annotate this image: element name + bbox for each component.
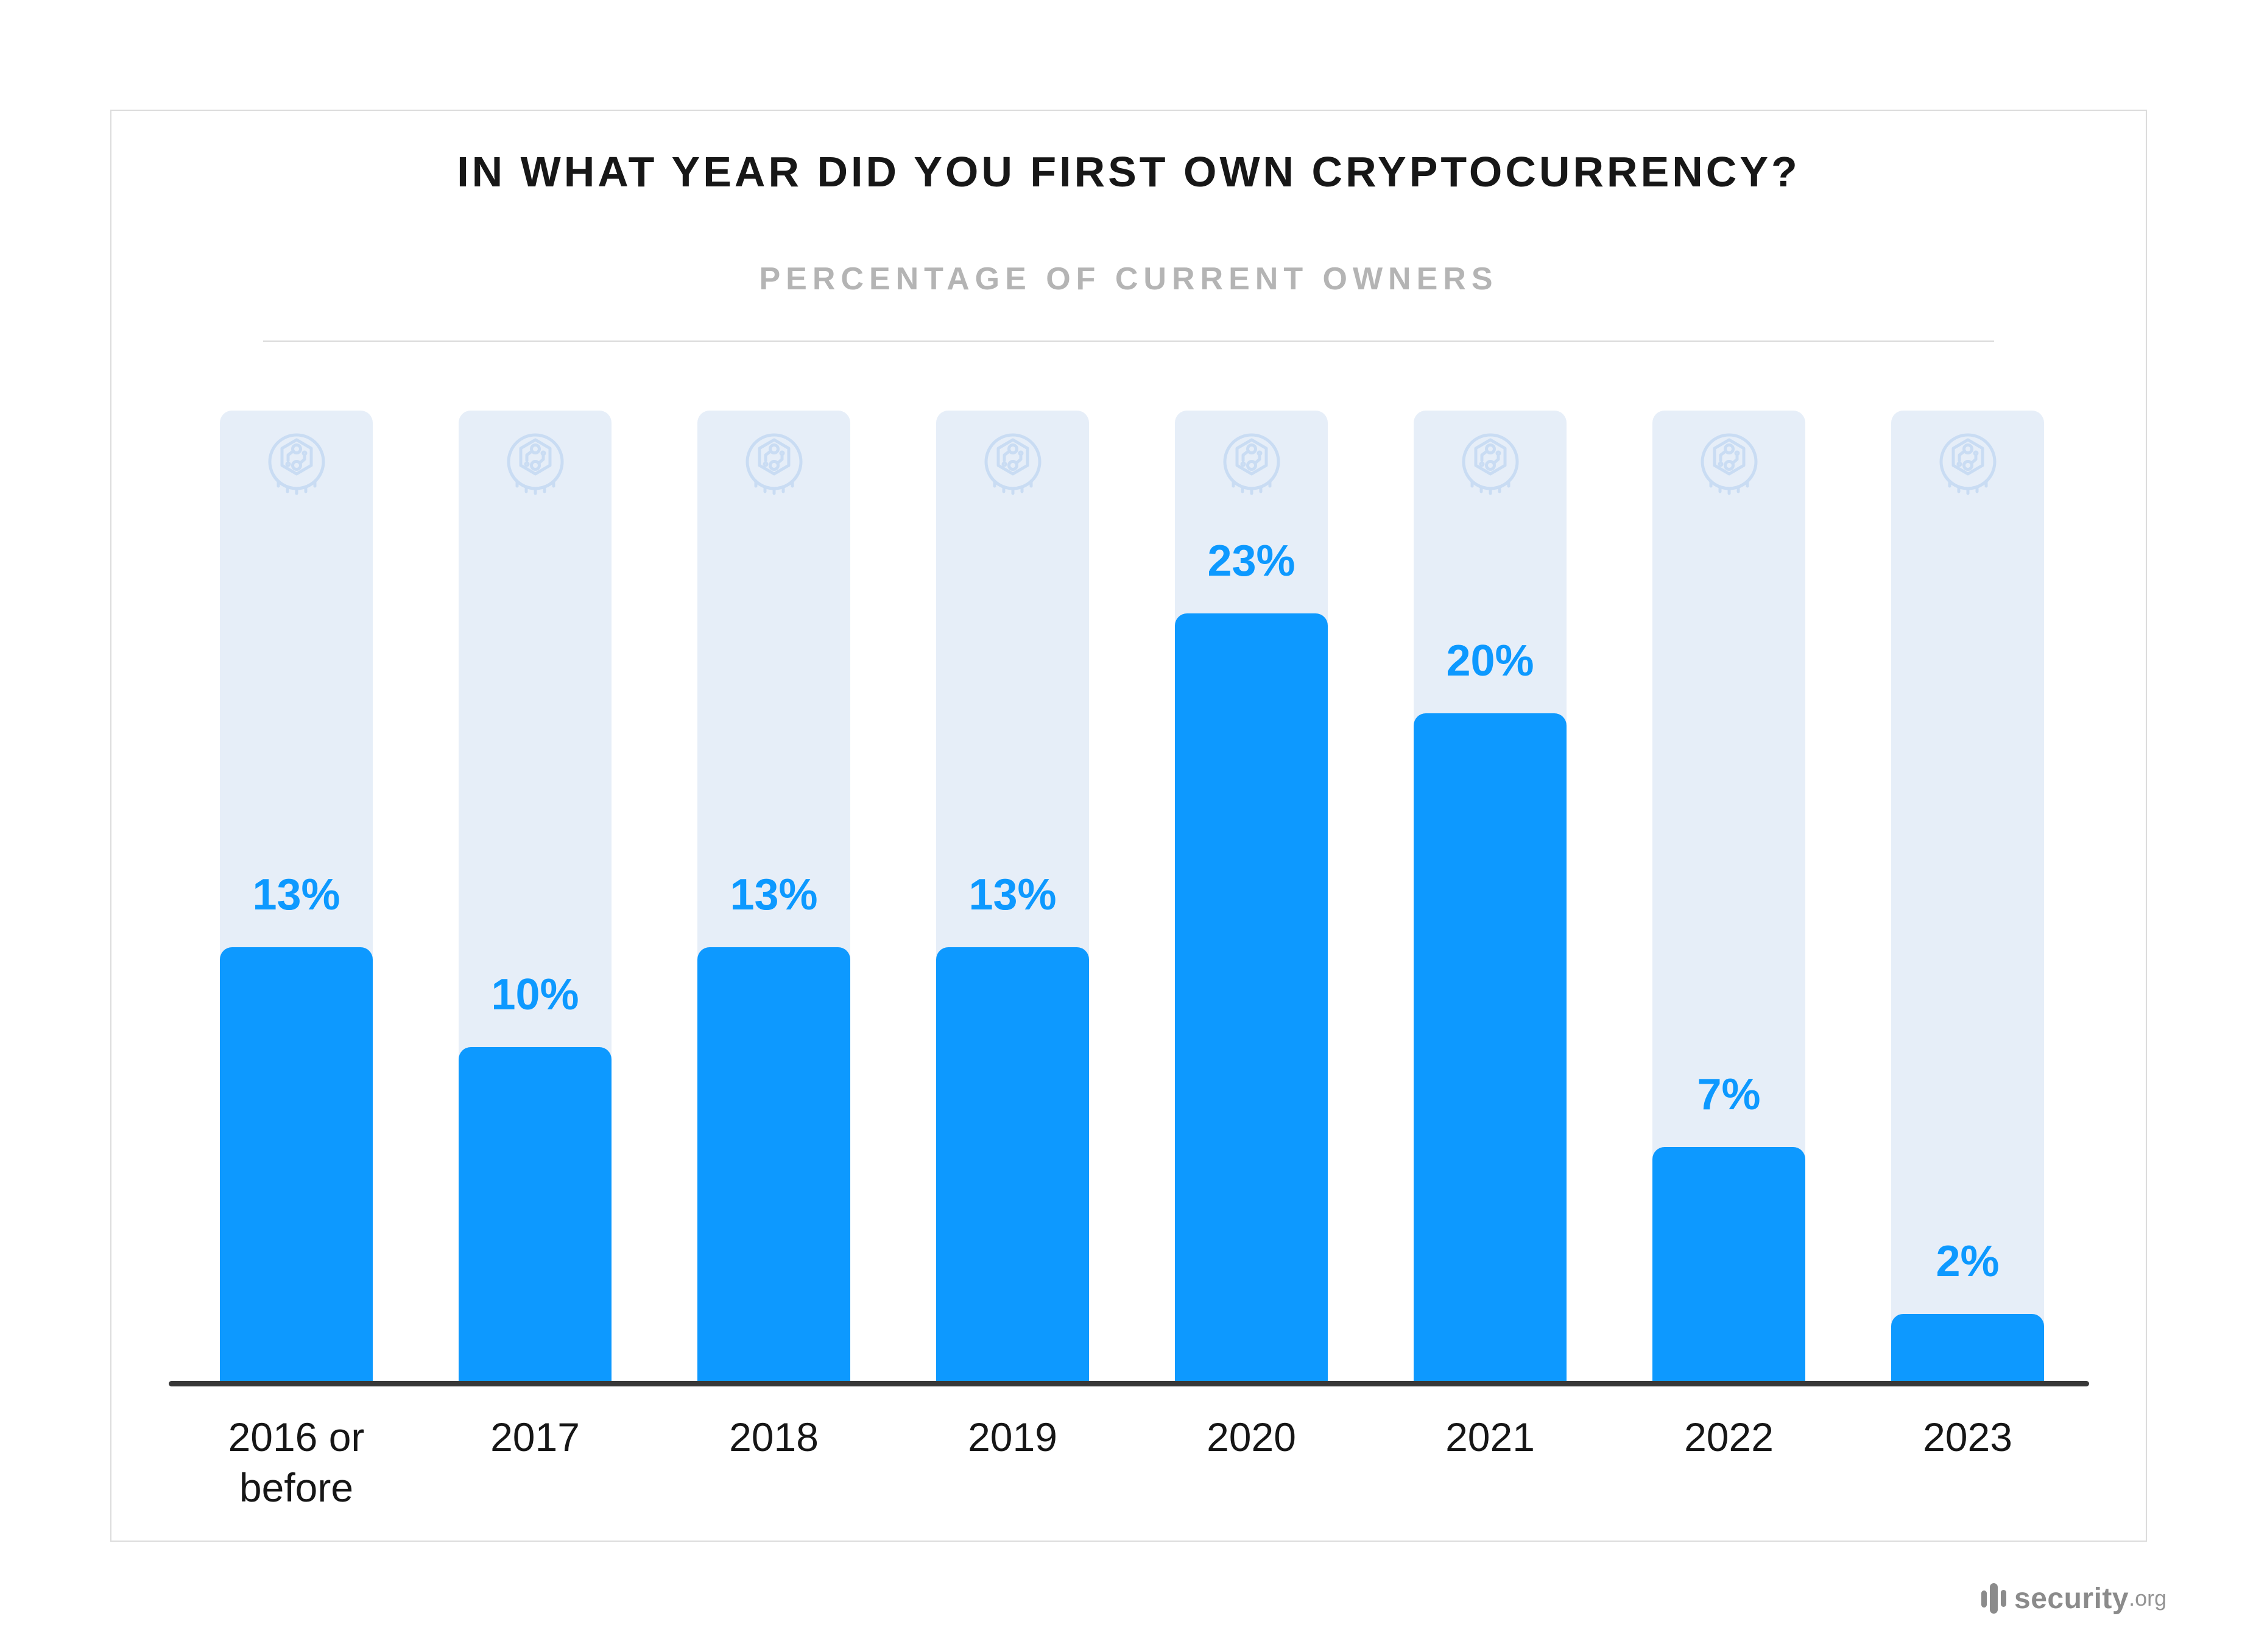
x-axis-line (169, 1381, 2089, 1386)
value-label: 20% (1446, 637, 1534, 685)
bar-fill (936, 947, 1089, 1381)
value-label: 23% (1207, 537, 1295, 585)
crypto-coin-icon (1215, 428, 1288, 504)
logo-text: security (2014, 1582, 2129, 1615)
bar-track: 7% (1652, 411, 1805, 1381)
value-label: 13% (968, 870, 1057, 919)
x-axis-label: 2016 or before (228, 1414, 365, 1510)
bar-track: 2% (1891, 411, 2044, 1381)
chart-card: IN WHAT YEAR DID YOU FIRST OWN CRYPTOCUR… (110, 110, 2147, 1542)
x-axis-label: 2021 (1445, 1414, 1535, 1460)
equalizer-bars-icon (1981, 1583, 2006, 1614)
bar-fill (1414, 713, 1567, 1381)
value-label: 13% (252, 870, 340, 919)
bar-track: 23% (1175, 411, 1328, 1381)
logo-suffix: .org (2129, 1586, 2167, 1611)
brand-logo: security .org (1981, 1581, 2166, 1615)
x-axis-label: 2019 (968, 1414, 1057, 1460)
bar-fill (459, 1047, 612, 1381)
crypto-coin-icon (499, 428, 572, 504)
x-axis-label: 2017 (490, 1414, 580, 1460)
chart-subtitle: PERCENTAGE OF CURRENT OWNERS (759, 261, 1498, 297)
x-axis-label: 2022 (1684, 1414, 1774, 1460)
header-divider (263, 341, 1994, 342)
bar-track: 20% (1414, 411, 1567, 1381)
bar-fill (220, 947, 373, 1381)
crypto-coin-icon (1454, 428, 1527, 504)
x-axis-label: 2023 (1923, 1414, 2012, 1460)
bar-track: 13% (220, 411, 373, 1381)
crypto-coin-icon (976, 428, 1049, 504)
bar-fill (1175, 613, 1328, 1381)
value-label: 7% (1697, 1070, 1761, 1119)
chart-area: 13% 2016 or before 10% 2017 13% 2018 13% 2019 23… (111, 111, 2146, 1541)
bar-track: 13% (697, 411, 850, 1381)
crypto-coin-icon (738, 428, 811, 504)
bar-fill (697, 947, 850, 1381)
bar-fill (1891, 1314, 2044, 1381)
crypto-coin-icon (1693, 428, 1766, 504)
bar-track: 10% (459, 411, 612, 1381)
bar-track: 13% (936, 411, 1089, 1381)
crypto-coin-icon (260, 428, 333, 504)
crypto-coin-icon (1931, 428, 2004, 504)
chart-title: IN WHAT YEAR DID YOU FIRST OWN CRYPTOCUR… (457, 148, 1800, 196)
bar-fill (1652, 1147, 1805, 1381)
value-label: 2% (1936, 1237, 2000, 1286)
value-label: 13% (730, 870, 818, 919)
value-label: 10% (491, 970, 579, 1019)
x-axis-label: 2020 (1207, 1414, 1296, 1460)
x-axis-label: 2018 (729, 1414, 819, 1460)
